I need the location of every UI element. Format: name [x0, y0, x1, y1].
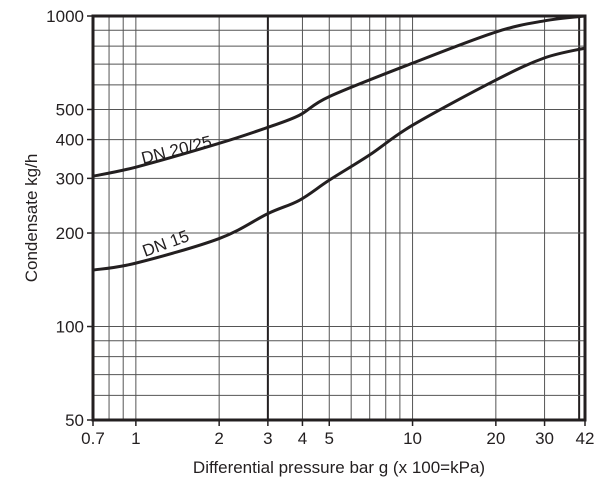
x-tick-label: 0.7 [81, 429, 105, 448]
y-tick-label: 400 [56, 131, 84, 150]
y-tick-label: 1000 [46, 7, 84, 26]
x-tick-label: 1 [131, 429, 140, 448]
x-tick-label: 2 [214, 429, 223, 448]
x-tick-label: 30 [535, 429, 554, 448]
plot-frame [91, 14, 587, 422]
series-label-dn20-25: DN 20/25 [139, 132, 213, 168]
y-axis-label: Condensate kg/h [22, 154, 41, 283]
y-tick-label: 50 [65, 411, 84, 430]
x-axis-label: Differential pressure bar g (x 100=kPa) [193, 458, 485, 477]
x-tick-label: 4 [298, 429, 307, 448]
x-tick-label: 10 [403, 429, 422, 448]
series-labels: DN 20/25 DN 15 [139, 132, 213, 261]
x-tick-label: 3 [263, 429, 272, 448]
x-tick-label: 20 [486, 429, 505, 448]
y-tick-label: 300 [56, 169, 84, 188]
series-line-0 [92, 14, 586, 178]
grid [92, 15, 586, 421]
x-tick-label: 42 [576, 429, 595, 448]
y-tick-label: 100 [56, 318, 84, 337]
y-tick-label: 500 [56, 100, 84, 119]
curves [92, 14, 586, 272]
y-tick-label: 200 [56, 224, 84, 243]
series-line-1 [92, 46, 586, 272]
ticks: 0.7 1 2 3 4 5 10 20 30 42 50 100 200 300 400 500 1000 [46, 7, 594, 448]
x-tick-label: 5 [325, 429, 334, 448]
